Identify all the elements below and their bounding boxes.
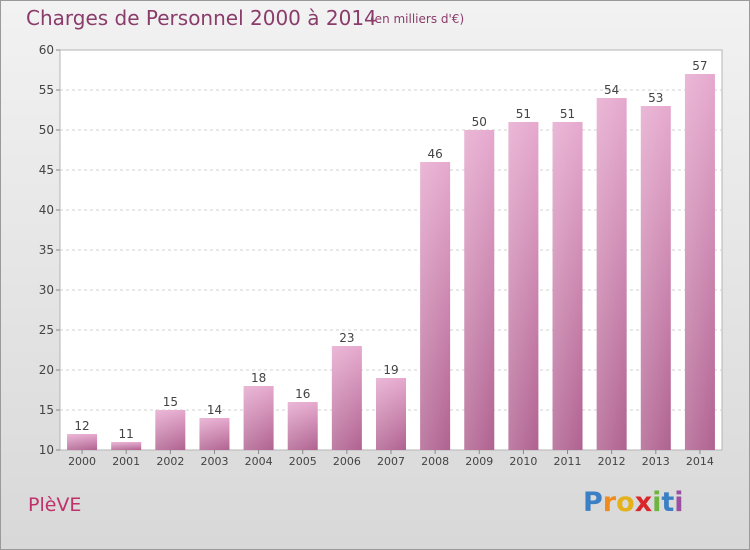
bar-highlight (199, 418, 230, 450)
data-label: 14 (207, 403, 222, 417)
y-tick-label: 10 (39, 443, 54, 457)
x-tick-label: 2014 (686, 455, 714, 468)
x-tick-label: 2010 (509, 455, 537, 468)
data-label: 19 (383, 363, 398, 377)
y-tick-label: 40 (39, 203, 54, 217)
data-label: 50 (472, 115, 487, 129)
y-axis: 10 15 20 25 30 35 40 45 50 55 60 (39, 43, 60, 457)
bars (67, 74, 715, 450)
x-tick-label: 2004 (245, 455, 273, 468)
x-tick-label: 2005 (289, 455, 317, 468)
y-tick-label: 15 (39, 403, 54, 417)
data-label: 53 (648, 91, 663, 105)
proxiti-logo: Proxiti (583, 487, 684, 518)
data-label: 15 (163, 395, 178, 409)
bar-highlight (155, 410, 186, 450)
data-label: 12 (74, 419, 89, 433)
data-label: 23 (339, 331, 354, 345)
bar-highlight (552, 122, 583, 450)
bar-highlight (420, 162, 451, 450)
bar-highlight (111, 442, 142, 450)
bar-highlight (464, 130, 495, 450)
y-tick-label: 50 (39, 123, 54, 137)
bar-highlight (243, 386, 274, 450)
bar-highlight (640, 106, 671, 450)
y-tick-label: 20 (39, 363, 54, 377)
bar-highlight (67, 434, 98, 450)
bar-highlight (376, 378, 406, 450)
x-tick-label: 2009 (465, 455, 493, 468)
bar-highlight (684, 74, 715, 450)
x-axis: 2000 2001 2002 2003 2004 2005 2006 2007 2008 2009… (68, 450, 714, 468)
x-tick-label: 2013 (642, 455, 670, 468)
y-tick-label: 30 (39, 283, 54, 297)
x-tick-label: 2012 (598, 455, 626, 468)
y-tick-label: 45 (39, 163, 54, 177)
x-tick-label: 2003 (200, 455, 228, 468)
data-labels: 12 11 15 14 18 16 23 19 46 50 51 51 54 53 57 (74, 59, 707, 441)
x-tick-label: 2011 (554, 455, 582, 468)
bar-highlight (331, 346, 362, 450)
x-tick-label: 2008 (421, 455, 449, 468)
data-label: 51 (516, 107, 531, 121)
data-label: 57 (692, 59, 707, 73)
y-tick-label: 60 (39, 43, 54, 57)
x-tick-label: 2002 (156, 455, 184, 468)
chart-subtitle: (en milliers d'€) (370, 12, 465, 26)
y-tick-label: 25 (39, 323, 54, 337)
data-label: 51 (560, 107, 575, 121)
x-tick-label: 2006 (333, 455, 361, 468)
x-tick-label: 2000 (68, 455, 96, 468)
chart-title: Charges de Personnel 2000 à 2014 (26, 6, 377, 30)
y-tick-label: 55 (39, 83, 54, 97)
x-tick-label: 2007 (377, 455, 405, 468)
data-label: 11 (119, 427, 134, 441)
data-label: 46 (427, 147, 442, 161)
bar-highlight (287, 402, 318, 450)
data-label: 16 (295, 387, 310, 401)
x-tick-label: 2001 (112, 455, 140, 468)
y-tick-label: 35 (39, 243, 54, 257)
data-label: 18 (251, 371, 266, 385)
bar-highlight (508, 122, 539, 450)
place-name: PlèVE (28, 494, 82, 516)
data-label: 54 (604, 83, 619, 97)
bar-highlight (596, 98, 627, 450)
